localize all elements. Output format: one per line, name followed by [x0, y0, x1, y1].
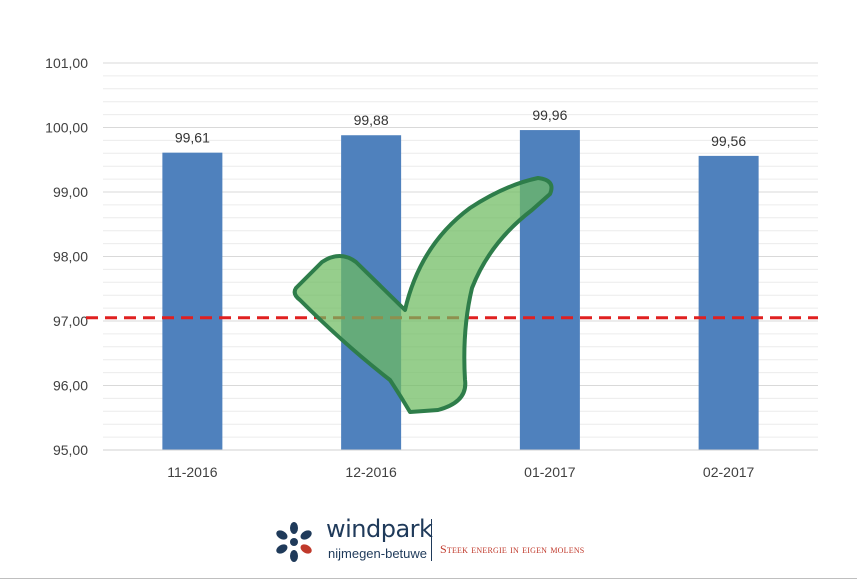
x-tick-label: 01-2017	[524, 464, 576, 480]
brand-name: windpark	[326, 515, 433, 543]
y-tick-label: 100,00	[45, 120, 88, 136]
brand-tagline: Steek energie in eigen molens	[440, 542, 585, 556]
data-labels: 99,61 99,88 99,96 99,56	[175, 107, 746, 149]
y-tick-label: 98,00	[53, 249, 88, 265]
bottom-rule	[0, 578, 857, 579]
y-axis-tick-labels: 95,00 96,00 97,00 98,00 99,00 100,00 101,00	[45, 55, 88, 458]
y-tick-label: 97,00	[53, 313, 88, 329]
bar	[519, 130, 580, 450]
brand-subtitle: nijmegen-betuwe	[328, 546, 428, 561]
bar	[698, 155, 759, 450]
x-axis-tick-labels: 11-2016 12-2016 01-2017 02-2017	[167, 464, 754, 480]
y-tick-label: 99,00	[53, 184, 88, 200]
footer-divider	[431, 519, 432, 561]
bar-value-label: 99,56	[711, 133, 746, 149]
x-tick-label: 02-2017	[703, 464, 755, 480]
checkmark-icon	[292, 176, 554, 414]
y-tick-label: 101,00	[45, 55, 88, 71]
x-tick-label: 12-2016	[345, 464, 397, 480]
y-tick-label: 96,00	[53, 378, 88, 394]
footer-brand: windpark nijmegen-betuwe Steek energie i…	[272, 515, 602, 567]
windpark-logo-icon	[276, 522, 312, 562]
bar-value-label: 99,88	[354, 112, 389, 128]
bar	[162, 152, 223, 450]
bar-value-label: 99,61	[175, 130, 210, 146]
bar-value-label: 99,96	[532, 107, 567, 123]
x-tick-label: 11-2016	[167, 464, 218, 480]
y-tick-label: 95,00	[53, 442, 88, 458]
